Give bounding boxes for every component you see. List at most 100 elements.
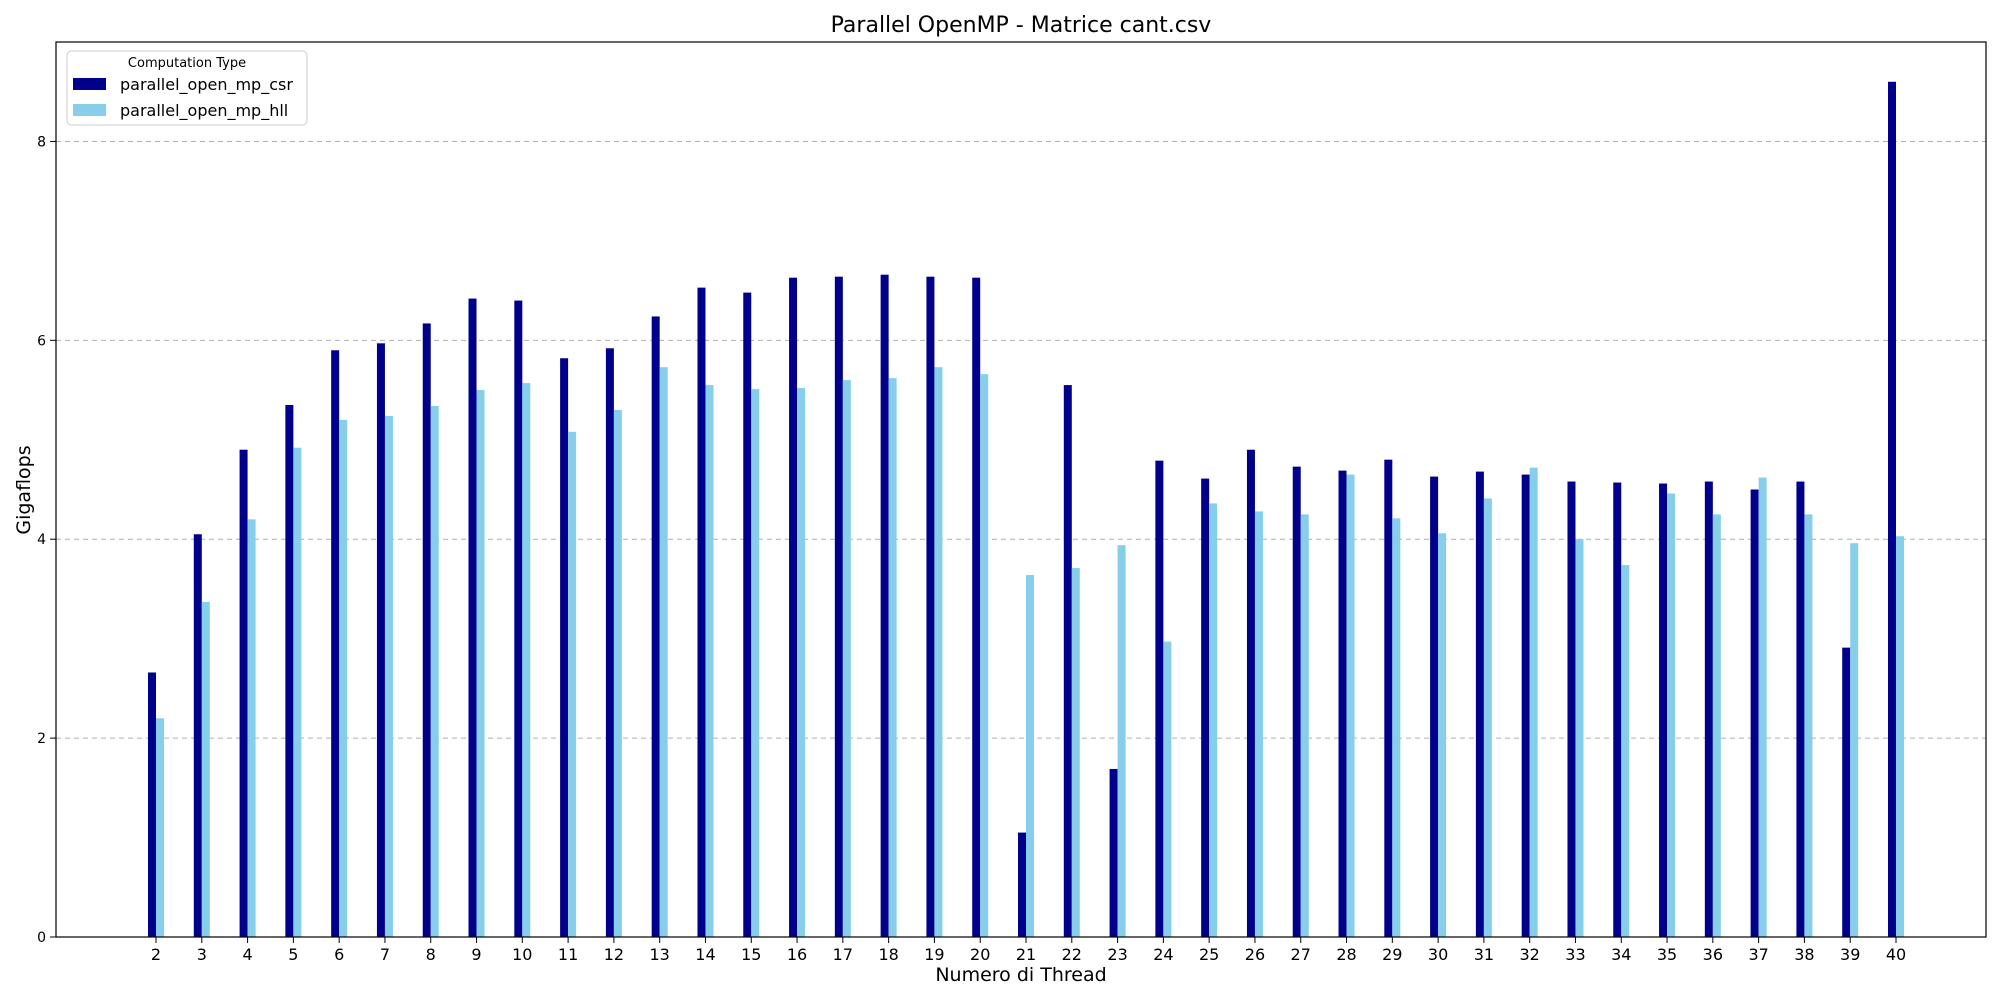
x-tick-label: 37 xyxy=(1748,945,1768,964)
bar-hll-16 xyxy=(797,388,806,938)
bar-hll-8 xyxy=(430,405,439,937)
bar-csr-8 xyxy=(422,323,431,938)
bar-hll-11 xyxy=(568,431,577,937)
bar-hll-15 xyxy=(751,389,760,937)
bar-hll-12 xyxy=(613,409,622,937)
x-tick-label: 34 xyxy=(1611,945,1631,964)
bar-csr-9 xyxy=(468,298,477,938)
bar-csr-19 xyxy=(926,276,935,937)
bar-csr-17 xyxy=(834,276,843,937)
x-tick-label: 32 xyxy=(1520,945,1540,964)
x-tick-label: 39 xyxy=(1840,945,1860,964)
x-tick-label: 29 xyxy=(1382,945,1402,964)
x-tick-label: 33 xyxy=(1565,945,1585,964)
bar-hll-13 xyxy=(659,367,668,937)
bar-csr-29 xyxy=(1384,459,1393,937)
bar-csr-23 xyxy=(1109,768,1118,937)
bar-hll-5 xyxy=(293,447,302,937)
bar-csr-37 xyxy=(1750,489,1759,937)
bar-csr-21 xyxy=(1018,832,1026,937)
x-tick-label: 27 xyxy=(1291,945,1311,964)
x-axis-label: Numero di Thread xyxy=(935,964,1106,986)
bar-csr-10 xyxy=(514,300,523,937)
bar-csr-2 xyxy=(148,672,156,937)
bar-hll-37 xyxy=(1758,477,1767,937)
bar-hll-26 xyxy=(1254,511,1263,937)
plot-area-frame xyxy=(55,41,1987,938)
bar-csr-36 xyxy=(1704,481,1713,937)
legend-swatch-hll xyxy=(73,104,106,116)
bar-hll-23 xyxy=(1117,545,1126,937)
x-tick-label: 21 xyxy=(1016,945,1036,964)
bar-hll-30 xyxy=(1438,533,1447,937)
bar-csr-38 xyxy=(1796,481,1805,937)
bar-csr-16 xyxy=(789,277,798,937)
bar-csr-14 xyxy=(697,287,706,937)
bar-csr-39 xyxy=(1842,647,1851,937)
y-tick-label: 2 xyxy=(37,731,46,747)
bar-hll-17 xyxy=(842,380,851,938)
x-tick-label: 35 xyxy=(1657,945,1677,964)
bar-csr-26 xyxy=(1246,449,1255,937)
bar-hll-33 xyxy=(1575,539,1584,937)
bar-csr-11 xyxy=(560,358,569,937)
x-tick-label: 26 xyxy=(1245,945,1265,964)
bar-csr-27 xyxy=(1292,466,1301,937)
bar-hll-6 xyxy=(339,419,348,937)
bar-csr-28 xyxy=(1338,470,1347,937)
bar-hll-40 xyxy=(1896,536,1904,937)
x-tick-label: 28 xyxy=(1336,945,1356,964)
x-tick-label: 30 xyxy=(1428,945,1448,964)
x-tick-label: 15 xyxy=(741,945,761,964)
bar-hll-19 xyxy=(934,367,943,937)
x-tick-label: 5 xyxy=(288,945,298,964)
x-tick-label: 36 xyxy=(1703,945,1723,964)
x-tick-label: 9 xyxy=(471,945,481,964)
bar-hll-9 xyxy=(476,390,485,937)
bar-csr-32 xyxy=(1521,474,1530,937)
x-tick-label: 13 xyxy=(650,945,670,964)
bar-hll-28 xyxy=(1346,474,1355,937)
x-tick-label: 6 xyxy=(334,945,344,964)
y-axis: 0 2 4 6 8 xyxy=(37,134,56,946)
bar-hll-31 xyxy=(1483,498,1492,937)
x-tick-label: 4 xyxy=(242,945,252,964)
bar-hll-36 xyxy=(1712,514,1721,937)
x-tick-label: 40 xyxy=(1886,945,1906,964)
legend-swatch-csr xyxy=(73,78,106,90)
bar-csr-20 xyxy=(972,277,981,937)
bar-csr-33 xyxy=(1567,481,1576,937)
x-tick-label: 38 xyxy=(1794,945,1814,964)
y-tick-label: 0 xyxy=(37,930,46,946)
bar-hll-10 xyxy=(522,383,531,937)
x-tick-label: 18 xyxy=(878,945,898,964)
bar-hll-25 xyxy=(1209,503,1218,937)
x-tick-label: 12 xyxy=(604,945,624,964)
bar-csr-5 xyxy=(285,404,294,937)
legend-label-csr: parallel_open_mp_csr xyxy=(120,75,293,95)
x-tick-label: 25 xyxy=(1199,945,1219,964)
x-tick-label: 7 xyxy=(380,945,390,964)
y-tick-label: 6 xyxy=(37,333,46,349)
bar-hll-4 xyxy=(247,519,256,937)
bar-csr-12 xyxy=(605,348,614,937)
bar-csr-18 xyxy=(880,274,889,937)
bar-hll-22 xyxy=(1071,568,1080,937)
x-tick-label: 20 xyxy=(970,945,990,964)
x-tick-label: 3 xyxy=(197,945,207,964)
bar-csr-7 xyxy=(376,343,385,938)
x-tick-label: 24 xyxy=(1153,945,1173,964)
bar-csr-25 xyxy=(1201,478,1210,937)
x-tick-label: 11 xyxy=(558,945,578,964)
bar-hll-2 xyxy=(156,718,164,937)
bar-csr-4 xyxy=(239,449,248,937)
bar-hll-24 xyxy=(1163,641,1172,937)
bar-hll-34 xyxy=(1621,565,1630,937)
bar-hll-14 xyxy=(705,385,714,937)
x-tick-label: 8 xyxy=(426,945,436,964)
bar-hll-38 xyxy=(1804,514,1813,937)
x-axis: 2 3 4 5 6 7 8 9 10 11 12 13 14 15 16 17 18 19 20 21 22 23 24 25… xyxy=(151,937,1906,964)
legend: Computation Type parallel_open_mp_csr pa… xyxy=(66,50,308,126)
